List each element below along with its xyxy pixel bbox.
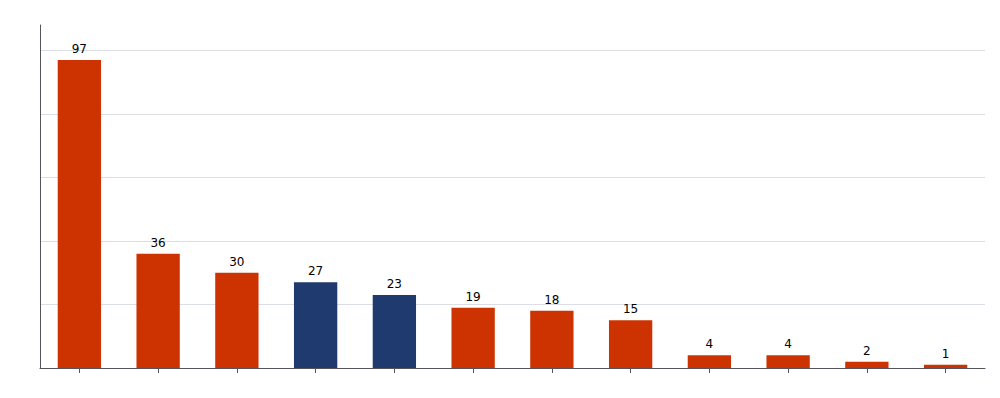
svg-text:18: 18	[544, 293, 559, 307]
svg-text:4: 4	[784, 337, 792, 351]
svg-text:97: 97	[72, 42, 87, 56]
svg-text:19: 19	[465, 290, 480, 304]
svg-text:4: 4	[706, 337, 714, 351]
svg-text:30: 30	[229, 255, 244, 269]
svg-text:1: 1	[942, 347, 950, 361]
svg-text:2: 2	[863, 344, 871, 358]
svg-text:23: 23	[387, 277, 402, 291]
svg-text:27: 27	[308, 264, 323, 278]
svg-text:36: 36	[150, 236, 165, 250]
svg-text:15: 15	[623, 302, 638, 316]
